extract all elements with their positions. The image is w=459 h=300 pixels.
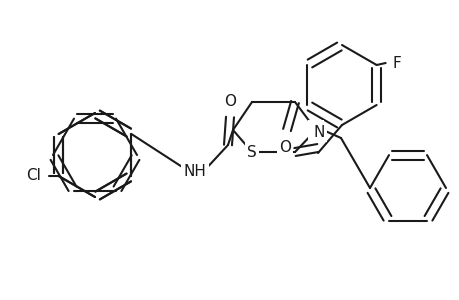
Text: F: F [392, 56, 401, 70]
Text: NH: NH [183, 164, 206, 179]
Text: N: N [313, 125, 324, 140]
Text: S: S [246, 145, 256, 160]
Text: N: N [310, 122, 321, 137]
Text: O: O [279, 140, 291, 155]
Text: Cl: Cl [26, 169, 40, 184]
Text: O: O [224, 94, 235, 109]
